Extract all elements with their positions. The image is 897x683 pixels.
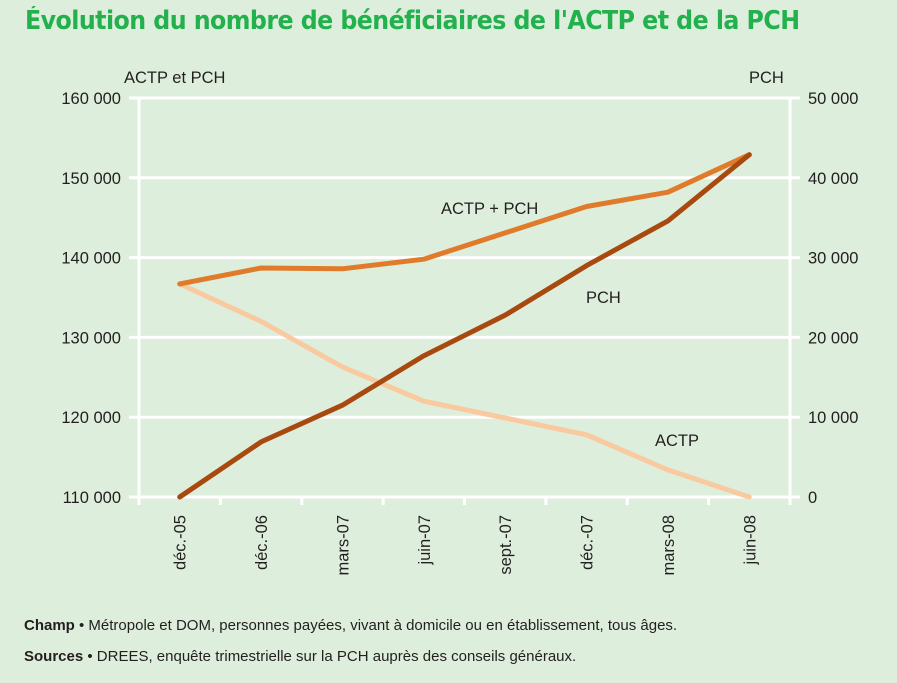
left-axis-tick-labels: 110 000 120 000 130 000 140 000 150 000 160 0… (61, 90, 121, 507)
right-axis-tick-labels: 0 10 000 20 000 30 000 40 000 50 000 (808, 90, 858, 507)
champ-label: Champ (24, 617, 75, 634)
gridlines (129, 96, 800, 499)
x-tick-label: déc.-06 (253, 515, 271, 570)
y-tick-label: 110 000 (63, 489, 121, 507)
series-label-actp-pch: ACTP + PCH (441, 200, 538, 218)
y-tick-label: 150 000 (61, 170, 121, 188)
x-tick-label: déc.-07 (579, 515, 597, 570)
y2-tick-label: 40 000 (808, 170, 858, 188)
x-tick-label: juin-07 (416, 515, 434, 566)
x-tick-label: juin-08 (741, 515, 759, 566)
y-tick-label: 130 000 (61, 329, 121, 347)
footer-champ: Champ • Métropole et DOM, personnes payé… (24, 617, 677, 634)
y-tick-label: 160 000 (61, 90, 121, 108)
y2-tick-label: 10 000 (808, 409, 858, 427)
x-tick-label: sept.-07 (497, 515, 515, 575)
x-tick-label: mars-08 (660, 515, 678, 576)
y2-tick-label: 20 000 (808, 329, 858, 347)
y-tick-label: 120 000 (61, 409, 121, 427)
series-line-actp (177, 281, 752, 500)
y2-tick-label: 50 000 (808, 90, 858, 108)
series-label-actp: ACTP (655, 432, 699, 450)
series-line-pch (177, 152, 752, 500)
y2-tick-label: 30 000 (808, 250, 858, 268)
chart-title: Évolution du nombre de bénéficiaires de … (25, 6, 800, 36)
series-labels: ACTP + PCH PCH ACTP (441, 200, 699, 450)
series-lines (177, 152, 752, 500)
series-line-actp-pch (177, 152, 752, 287)
series-label-pch: PCH (586, 289, 621, 307)
x-tick-label: déc.-05 (172, 515, 190, 570)
sources-label: Sources (24, 648, 84, 665)
x-tick-label: mars-07 (334, 515, 352, 576)
x-axis-tick-labels: déc.-05 déc.-06 mars-07 juin-07 sept.-07 déc.… (172, 515, 760, 576)
right-axis-title: PCH (749, 69, 784, 87)
axes (137, 98, 792, 505)
footer-sources: Sources • DREES, enquête trimestrielle s… (24, 648, 576, 665)
y-tick-label: 140 000 (61, 250, 121, 268)
sources-text: • DREES, enquête trimestrielle sur la PC… (83, 648, 577, 665)
champ-text: • Métropole et DOM, personnes payées, vi… (74, 617, 678, 634)
y2-tick-label: 0 (808, 489, 817, 507)
left-axis-title: ACTP et PCH (124, 69, 225, 87)
